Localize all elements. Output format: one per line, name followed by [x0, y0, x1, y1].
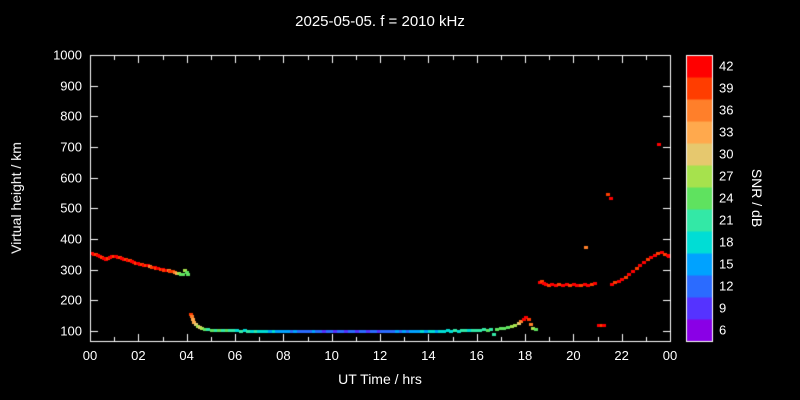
- colorbar-tick-label: 30: [719, 146, 734, 162]
- colorbar-tick-label: 24: [719, 190, 734, 206]
- y-tick-label: 1000: [53, 47, 82, 63]
- colorbar-tick-label: 39: [719, 80, 734, 96]
- x-tick-label: 10: [324, 348, 339, 363]
- colorbar-tick-label: 36: [719, 102, 734, 118]
- x-tick-label: 00: [662, 348, 678, 363]
- x-tick-label: 04: [179, 348, 194, 363]
- x-tick-label: 06: [227, 348, 243, 363]
- x-tick-label: 14: [421, 348, 436, 363]
- y-tick-label: 400: [60, 231, 82, 247]
- y-tick-label: 700: [60, 139, 82, 155]
- colorbar-tick-label: 6: [719, 322, 727, 338]
- colorbar-tick-label: 21: [719, 212, 734, 228]
- y-tick-label: 100: [60, 323, 82, 339]
- x-tick-label: 12: [372, 348, 388, 363]
- x-tick-label: 00: [82, 348, 98, 363]
- colorbar-tick-label: 12: [719, 278, 734, 294]
- x-tick-label: 20: [566, 348, 581, 363]
- x-tick-label: 02: [131, 348, 146, 363]
- colorbar-tick-label: 18: [719, 234, 734, 250]
- chart-title: 2025-05-05. f = 2010 kHz: [295, 13, 465, 30]
- colorbar-tick-label: 42: [719, 58, 734, 74]
- colorbar-tick-label: 33: [719, 124, 734, 140]
- x-axis-label: UT Time / hrs: [338, 371, 422, 387]
- y-tick-label: 500: [60, 200, 82, 216]
- colorbar-tick-label: 15: [719, 256, 734, 272]
- x-tick-label: 18: [517, 348, 533, 363]
- x-tick-label: 16: [469, 348, 484, 363]
- colorbar-tick-label: 27: [719, 168, 734, 184]
- y-tick-label: 600: [60, 170, 82, 186]
- y-tick-label: 300: [60, 262, 82, 278]
- colorbar-label: SNR / dB: [749, 168, 765, 228]
- y-tick-label: 900: [60, 78, 82, 94]
- x-tick-label: 08: [276, 348, 291, 363]
- colorbar-tick-label: 9: [719, 300, 727, 316]
- x-tick-label: 22: [614, 348, 629, 363]
- y-tick-label: 200: [60, 292, 82, 308]
- y-tick-label: 800: [60, 108, 82, 124]
